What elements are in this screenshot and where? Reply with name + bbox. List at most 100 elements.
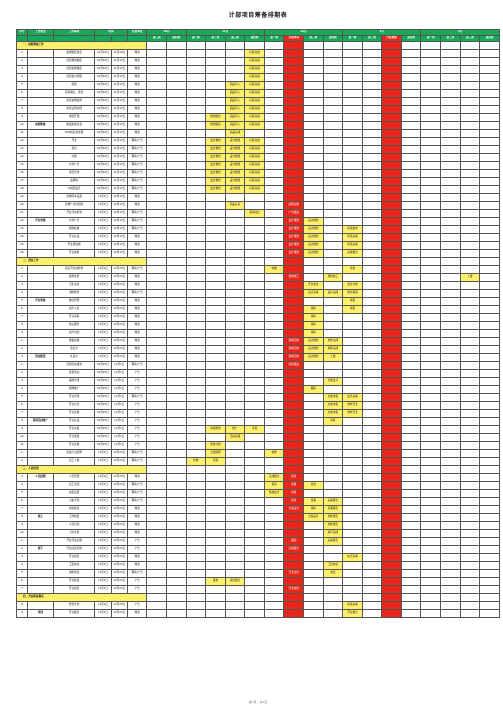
gantt-task: 完成报告 — [342, 249, 363, 258]
gantt-cell — [263, 425, 285, 434]
row-owner: 网商 — [126, 57, 148, 66]
gantt-cell — [263, 49, 285, 58]
gantt-cell — [440, 137, 461, 146]
gantt-cell — [342, 513, 363, 522]
gantt-cell — [205, 417, 226, 426]
gantt-cell — [185, 57, 207, 66]
gantt-cell — [479, 345, 500, 354]
gantt-cell — [440, 585, 461, 594]
gantt-cell — [303, 537, 324, 546]
row-category — [26, 377, 54, 386]
gantt-cell — [400, 49, 422, 58]
gantt-cell — [322, 577, 344, 586]
gantt-cell — [166, 593, 187, 602]
gantt-cell — [263, 241, 285, 250]
gantt-task: 商品完成 — [224, 129, 246, 138]
gantt-cell — [440, 601, 461, 610]
gantt-cell — [381, 353, 402, 362]
row-no: 5 — [16, 489, 28, 498]
gantt-cell — [420, 489, 442, 498]
gantt-cell — [420, 529, 442, 538]
gantt-cell — [420, 129, 442, 138]
row-item: 开业礼品 — [52, 417, 96, 426]
gantt-cell — [322, 241, 344, 250]
gantt-cell — [479, 121, 500, 130]
row-category — [26, 81, 54, 90]
gantt-cell — [263, 585, 285, 594]
gantt-cell — [459, 497, 481, 506]
gantt-cell — [322, 297, 344, 306]
gantt-cell — [381, 73, 402, 82]
gantt-cell — [361, 497, 383, 506]
gantt-cell — [459, 465, 481, 474]
gantt-cell — [185, 529, 207, 538]
table-row: 12 开业 10月10日 11月10日 网商/广告 设计规划 设计规划 持续完成 — [16, 137, 500, 146]
gantt-cell — [322, 249, 344, 258]
gantt-task: 开业文件 — [283, 569, 305, 578]
row-start: 10月10日 — [94, 49, 112, 58]
row-no: 8 — [16, 601, 28, 610]
gantt-cell — [479, 57, 500, 66]
row-owner: 广告 — [126, 441, 148, 450]
gantt-cell — [146, 65, 168, 74]
gantt-cell — [146, 513, 168, 522]
gantt-cell — [479, 257, 500, 266]
row-category — [26, 209, 54, 218]
gantt-cell — [459, 489, 481, 498]
row-item: 入职手续 — [52, 497, 96, 506]
gantt-cell — [224, 609, 246, 618]
gantt-cell — [244, 201, 265, 210]
row-end: 12月20日 — [110, 273, 128, 282]
gantt-cell — [244, 449, 265, 458]
row-start: 11月1日 — [94, 313, 112, 322]
gantt-cell — [283, 41, 305, 50]
gantt-cell — [303, 433, 324, 442]
gantt-cell — [322, 201, 344, 210]
row-end: 11月10日 — [110, 57, 128, 66]
gantt-cell — [205, 81, 226, 90]
gantt-cell — [361, 561, 383, 570]
gantt-cell — [479, 201, 500, 210]
gantt-cell — [400, 561, 422, 570]
gantt-cell — [283, 561, 305, 570]
gantt-cell — [146, 505, 168, 514]
table-row: 10 前期筹备 收银系统安装 10月10日 11月10日 网商 规划组织 商品导入 持续完成 — [16, 121, 500, 130]
row-end: 12月1日 — [110, 377, 128, 386]
gantt-task: 全面招聘 — [205, 449, 226, 458]
row-start: 10月10日 — [94, 89, 112, 98]
gantt-cell — [185, 329, 207, 338]
gantt-cell — [224, 537, 246, 546]
row-owner: 网商/广告 — [126, 289, 148, 298]
gantt-cell — [263, 297, 285, 306]
gantt-cell — [146, 545, 168, 554]
gantt-cell — [342, 185, 363, 194]
gantt-cell — [459, 385, 481, 394]
row-category — [26, 265, 54, 274]
gantt-cell — [303, 297, 324, 306]
row-end: 12月1日 — [110, 393, 128, 402]
gantt-cell — [381, 153, 402, 162]
table-row: 5 开业筹备 物业管理 11月1日 12月20日 网商 审核 — [16, 297, 500, 306]
gantt-cell — [440, 289, 461, 298]
gantt-cell — [381, 121, 402, 130]
gantt-cell — [342, 441, 363, 450]
gantt-cell — [420, 577, 442, 586]
gantt-cell — [303, 185, 324, 194]
row-no: 4 — [16, 561, 28, 570]
gantt-cell — [381, 385, 402, 394]
row-start: 10月10日 — [94, 65, 112, 74]
gantt-cell — [244, 265, 265, 274]
gantt-cell — [224, 441, 246, 450]
gantt-cell — [381, 217, 402, 226]
gantt-task: 完成报告 — [322, 497, 344, 506]
gantt-cell — [400, 513, 422, 522]
row-category — [26, 273, 54, 282]
gantt-cell — [440, 65, 461, 74]
gantt-cell — [342, 505, 363, 514]
row-item: 物业管理 — [52, 297, 96, 306]
gantt-cell — [205, 129, 226, 138]
gantt-cell — [420, 473, 442, 482]
gantt-cell — [146, 409, 168, 418]
row-no: 17 — [16, 177, 28, 186]
gantt-cell — [263, 233, 285, 242]
